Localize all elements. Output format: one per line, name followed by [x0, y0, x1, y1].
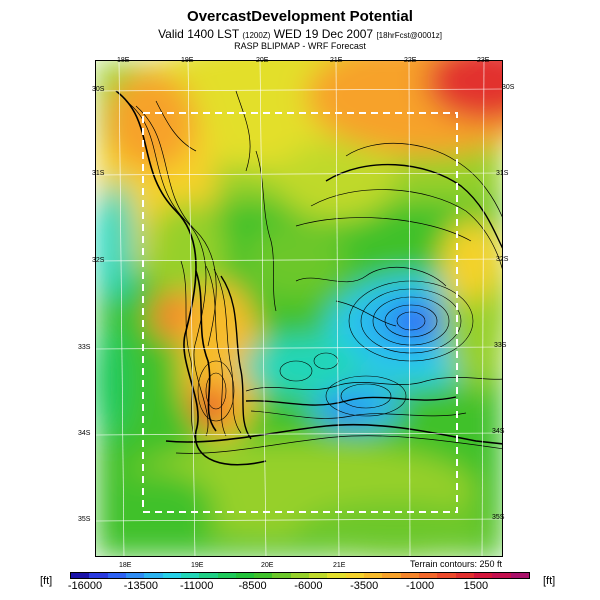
inner-domain-box [142, 112, 458, 513]
colorbar-swatch [327, 573, 346, 578]
colorbar-unit-right: [ft] [543, 575, 556, 587]
colorbar-tick-label: -3500 [350, 580, 379, 592]
lat-label-right: 34S [492, 428, 505, 435]
lon-label-bottom: 19E [191, 562, 204, 569]
colorbar-swatch [144, 573, 163, 578]
lat-label-right: 35S [492, 514, 505, 521]
lon-label-bottom: 21E [333, 562, 346, 569]
lat-label-left: 35S [78, 516, 91, 523]
colorbar-labels: -16000 -13500 -11000 -8500 -6000 -3500 -1000 15… [67, 580, 530, 594]
colorbar-tick-label: -11000 [179, 580, 214, 592]
colorbar-tick-label: -6000 [294, 580, 323, 592]
colorbar-swatch [71, 573, 90, 578]
lat-label-left: 33S [78, 344, 91, 351]
colorbar-tick-label: 1500 [463, 580, 489, 592]
colorbar-swatch [437, 573, 456, 578]
colorbar-tick-label: -1000 [405, 580, 435, 592]
colorbar-swatch [180, 573, 200, 578]
lon-label-top: 18E [117, 57, 130, 64]
graticule [96, 61, 502, 556]
colorbar-swatch [290, 573, 310, 578]
colorbar-swatch [364, 573, 383, 578]
colorbar-unit-left: [ft] [40, 575, 53, 587]
colorbar-swatch [125, 573, 145, 578]
mountain-rings [197, 280, 474, 422]
forecast-map [95, 60, 503, 557]
colorbar-swatch [107, 573, 126, 578]
lon-label-top: 20E [256, 57, 269, 64]
colorbar-swatch [272, 573, 291, 578]
lon-label-top: 19E [181, 57, 194, 64]
map-title: OvercastDevelopment Potential [187, 8, 413, 25]
colorbar-swatch [254, 573, 273, 578]
lat-label-left: 34S [78, 430, 91, 437]
colorbar-swatch [455, 573, 474, 578]
colorbar-swatch [510, 573, 529, 578]
lon-label-top: 21E [330, 57, 343, 64]
colorbar-tick-label: -13500 [123, 580, 158, 592]
colorbar-swatch [199, 573, 218, 578]
lat-label-right: 30S [502, 84, 515, 91]
terrain-contour-note: Terrain contours: 250 ft [409, 559, 502, 569]
lon-label-bottom: 18E [119, 562, 132, 569]
lon-label-top: 22E [404, 57, 417, 64]
lat-label-left: 32S [92, 257, 105, 264]
colorbar-swatch [418, 573, 438, 578]
colorbar-swatch [382, 573, 401, 578]
forecast-source: RASP BLIPMAP - WRF Forecast [234, 41, 366, 51]
colorbar-tick-label: -8500 [238, 580, 267, 592]
colorbar-swatch [89, 573, 108, 578]
colorbar-swatch [400, 573, 419, 578]
colorbar-swatch [345, 573, 364, 578]
colorbar [70, 572, 530, 579]
colorbar-tick-label: -16000 [67, 580, 103, 592]
map-canvas [96, 61, 502, 556]
lat-label-right: 31S [496, 170, 509, 177]
lon-label-top: 23E [477, 57, 490, 64]
colorbar-swatch [309, 573, 328, 578]
terrain-contours [115, 90, 502, 466]
valid-prefix: Valid 1400 LST [158, 27, 240, 41]
valid-code: (1200Z) [242, 31, 271, 40]
lat-label-right: 33S [494, 342, 507, 349]
lat-label-left: 31S [92, 170, 105, 177]
colorbar-swatch [235, 573, 255, 578]
colorbar-swatch [492, 573, 511, 578]
valid-date: WED 19 Dec 2007 [273, 27, 374, 41]
colorbar-swatch [162, 573, 181, 578]
forecast-code: [18hrFcst@0001z] [376, 31, 442, 40]
colorbar-swatch [217, 573, 236, 578]
valid-time: Valid 1400 LST (1200Z) WED 19 Dec 2007 [… [0, 27, 600, 41]
colorbar-swatch [473, 573, 493, 578]
lat-label-left: 30S [92, 86, 105, 93]
lon-label-bottom: 20E [261, 562, 274, 569]
lat-label-right: 32S [496, 256, 509, 263]
